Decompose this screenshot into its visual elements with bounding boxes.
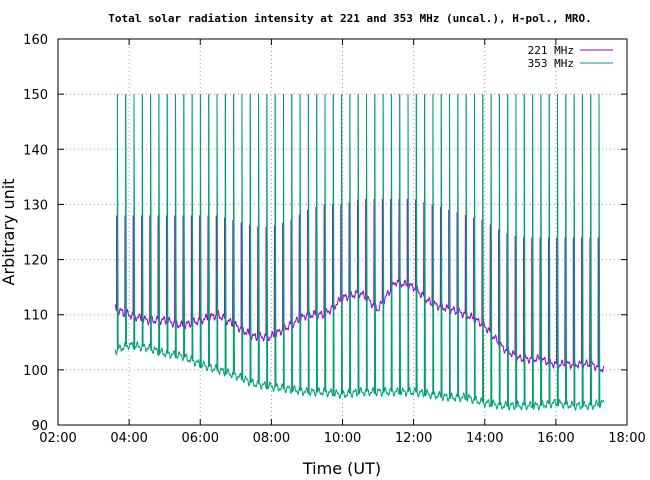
x-tick-label: 16:00 (537, 431, 574, 446)
data-point (431, 303, 432, 304)
x-tick-label: 08:00 (253, 431, 290, 446)
data-point (360, 292, 361, 293)
data-layer (114, 94, 605, 412)
data-point (603, 402, 604, 403)
data-point (182, 325, 183, 326)
data-point (271, 386, 272, 387)
data-point (413, 391, 414, 392)
x-tick-label: 06:00 (182, 431, 219, 446)
data-point (603, 369, 604, 370)
data-point (289, 389, 290, 390)
data-point (200, 364, 201, 365)
y-axis-label: Arbitrary unit (0, 179, 18, 286)
x-tick-label: 04:00 (110, 431, 147, 446)
y-tick-label: 100 (23, 364, 48, 379)
tick-labels: 02:00 04:00 06:00 08:00 10:00 12:00 14:00 16:00… (23, 33, 646, 446)
legend-label: 221 MHz (528, 44, 574, 57)
data-point (378, 309, 379, 310)
data-point (324, 391, 325, 392)
data-point (164, 320, 165, 321)
data-point (484, 402, 485, 403)
data-point (114, 309, 115, 310)
data-point (449, 397, 450, 398)
series-line-1 (114, 94, 605, 412)
data-point (146, 320, 147, 321)
data-point (271, 336, 272, 337)
data-point (538, 358, 539, 359)
data-point (218, 369, 219, 370)
data-point (306, 391, 307, 392)
data-point (235, 375, 236, 376)
y-tick-label: 110 (23, 309, 48, 324)
chart-title: Total solar radiation intensity at 221 a… (108, 12, 591, 25)
y-tick-label: 120 (23, 254, 48, 269)
data-point (502, 405, 503, 406)
data-point (484, 325, 485, 326)
data-point (342, 394, 343, 395)
data-point (253, 336, 254, 337)
data-point (360, 391, 361, 392)
data-point (114, 350, 115, 351)
data-point (129, 314, 130, 315)
y-tick-label: 160 (23, 33, 48, 48)
data-point (253, 383, 254, 384)
x-tick-label: 18:00 (608, 431, 645, 446)
x-tick-label: 14:00 (466, 431, 503, 446)
data-point (520, 358, 521, 359)
data-point (555, 364, 556, 365)
data-point (431, 394, 432, 395)
y-tick-label: 90 (31, 419, 48, 434)
data-point (164, 353, 165, 354)
data-point (395, 281, 396, 282)
y-tick-label: 130 (23, 198, 48, 213)
data-point (235, 325, 236, 326)
x-axis-label: Time (UT) (302, 459, 381, 478)
data-point (182, 356, 183, 357)
data-point (395, 391, 396, 392)
data-point (591, 405, 592, 406)
data-point (555, 402, 556, 403)
y-tick-label: 150 (23, 88, 48, 103)
data-point (378, 391, 379, 392)
data-point (306, 314, 307, 315)
data-point (538, 405, 539, 406)
data-point (520, 405, 521, 406)
ticks (57, 38, 628, 426)
data-point (502, 347, 503, 348)
x-tick-label: 10:00 (324, 431, 361, 446)
data-point (146, 347, 147, 348)
data-point (573, 405, 574, 406)
x-tick-label: 12:00 (395, 431, 432, 446)
y-tick-label: 140 (23, 143, 48, 158)
data-point (413, 287, 414, 288)
series-1 (114, 94, 605, 412)
data-point (289, 325, 290, 326)
x-tick-label: 02:00 (39, 431, 76, 446)
data-point (129, 345, 130, 346)
legend-label: 353 MHz (528, 57, 574, 70)
data-point (466, 397, 467, 398)
